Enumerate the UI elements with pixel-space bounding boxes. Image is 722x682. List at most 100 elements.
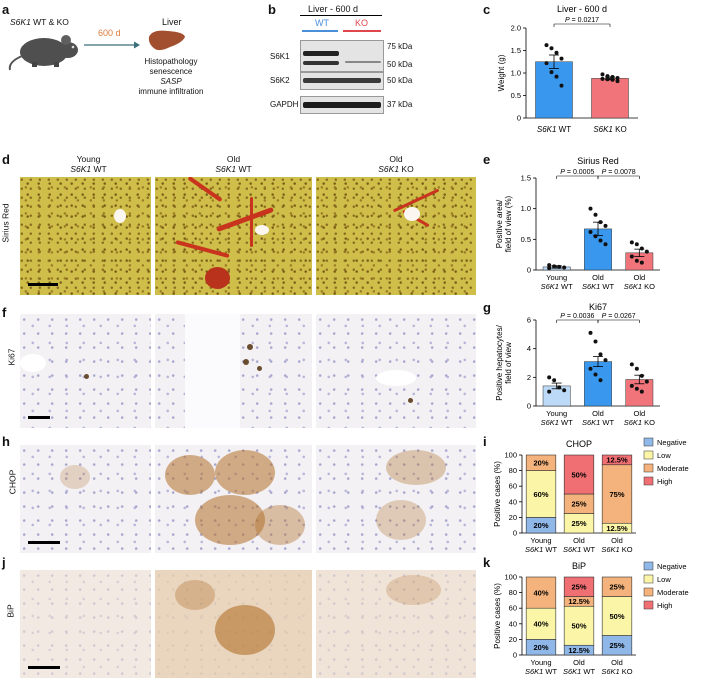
- row-label-chop: CHOP: [7, 469, 18, 495]
- bar: [591, 78, 629, 119]
- data-point: [605, 77, 610, 82]
- data-point: [615, 75, 620, 80]
- legend-label-high: High: [657, 601, 672, 610]
- x-tick-label-line2: S6K1 KO: [601, 667, 632, 676]
- y-tick-label: 80: [509, 588, 517, 597]
- blot-gapdh: [300, 96, 384, 114]
- segment-label: 50%: [609, 612, 624, 621]
- x-tick-label-line2: S6K1 WT: [541, 282, 574, 291]
- y-tick-label: 100: [504, 451, 517, 460]
- data-point: [554, 50, 559, 55]
- segment-label: 40%: [533, 588, 548, 597]
- chart-title: Liver - 600 d: [557, 4, 607, 14]
- micrograph-bip-old-ko: [316, 570, 476, 678]
- segment-label: 50%: [571, 622, 586, 631]
- panel-h-letter: h: [2, 434, 10, 449]
- x-tick-label-line2: S6K1 WT: [582, 418, 615, 427]
- data-point: [562, 265, 567, 270]
- y-tick-label: 1.5: [511, 46, 521, 55]
- y-tick-label: 1.0: [521, 204, 531, 213]
- data-point: [603, 223, 608, 228]
- x-tick-label-line2: S6K1 KO: [624, 282, 655, 291]
- data-point: [629, 254, 634, 259]
- legend-label-high: High: [657, 477, 672, 486]
- data-point: [549, 70, 554, 75]
- chart-title: BiP: [572, 561, 586, 571]
- arrow-icon: [84, 41, 140, 49]
- y-tick-label: 40: [509, 497, 517, 506]
- y-tick-label: 6: [527, 316, 531, 325]
- data-point: [600, 76, 605, 81]
- y-tick-label: 4: [527, 344, 531, 353]
- blot-s6k2: [300, 72, 384, 90]
- legend-label-moderate: Moderate: [657, 588, 689, 597]
- x-tick-label-line2: S6K1 WT: [541, 418, 574, 427]
- segment-label: 25%: [571, 519, 586, 528]
- data-point: [603, 358, 608, 363]
- panel-g-letter: g: [483, 300, 491, 315]
- data-point: [639, 260, 644, 265]
- micrograph-ki67-old-wt: [155, 314, 312, 428]
- segment-label: 50%: [571, 470, 586, 479]
- segment-label: 25%: [571, 500, 586, 509]
- data-point: [552, 378, 557, 383]
- micrograph-bip-old-wt: [155, 570, 312, 678]
- p-value: P = 0.0078: [602, 169, 636, 176]
- y-tick-label: 20: [509, 513, 517, 522]
- chart-c: Liver - 600 d 0 0.5 1.0 1.5 2.0 Weight (g) S6K1…: [497, 4, 638, 134]
- legend-label-negative: Negative: [657, 562, 687, 571]
- data-point: [600, 72, 605, 77]
- legend-swatch-high: [643, 476, 654, 486]
- segment-label: 12.5%: [568, 597, 590, 606]
- mouse-label: S6K1 WT & KO: [10, 17, 69, 27]
- stack-segment-moderate: [525, 576, 557, 609]
- panel-f-letter: f: [2, 305, 7, 320]
- data-point: [559, 83, 564, 88]
- stack-segment-low: [601, 596, 633, 636]
- data-point: [634, 386, 639, 391]
- marker-75: 75 kDa: [387, 42, 413, 51]
- data-point: [552, 264, 557, 269]
- col-header-young: Young S6K1 WT: [70, 154, 107, 174]
- micrograph-chop-old-ko: [316, 445, 476, 553]
- y-tick-label: 80: [509, 466, 517, 475]
- legend-swatch-low: [643, 450, 654, 460]
- data-point: [639, 373, 644, 378]
- blot-title: Liver - 600 d: [308, 4, 359, 14]
- y-axis-label: Positive area/: [495, 199, 504, 248]
- legend-swatch-low: [643, 574, 654, 584]
- col-header-old-wt: Old S6K1 WT: [215, 154, 252, 174]
- segment-label: 20%: [533, 459, 548, 468]
- panel-c-letter: c: [483, 2, 491, 17]
- panel-i-letter: i: [483, 434, 487, 449]
- x-tick-label-line1: Old: [592, 273, 604, 282]
- y-tick-label: 60: [509, 604, 517, 613]
- panel-d-letter: d: [2, 152, 10, 167]
- timepoint-label: 600 d: [98, 28, 121, 38]
- x-tick-label-line2: S6K1 KO: [624, 418, 655, 427]
- data-point: [544, 61, 549, 66]
- segment-label: 12.5%: [568, 646, 590, 655]
- y-axis-label: Positive cases (%): [493, 583, 502, 649]
- data-point: [634, 366, 639, 371]
- data-point: [547, 389, 552, 394]
- y-tick-label: 0.5: [521, 235, 531, 244]
- y-axis-label: Positive cases (%): [493, 461, 502, 527]
- data-point: [615, 79, 620, 84]
- panel-k-letter: k: [483, 555, 491, 570]
- micrograph-chop-young: [20, 445, 151, 553]
- chart-title: CHOP: [566, 439, 592, 449]
- x-tick-label-line2: S6K1 WT: [582, 282, 615, 291]
- y-axis-label: Positive hepatocytes/: [495, 324, 504, 400]
- col-header-old-ko: Old S6K1 KO: [378, 154, 414, 174]
- legend-swatch-moderate: [643, 463, 654, 473]
- blot-row-s6k1: S6K1: [270, 52, 290, 61]
- p-value: P = 0.0036: [560, 313, 594, 320]
- data-point: [644, 379, 649, 384]
- mouse-illustration: [8, 35, 78, 71]
- liver-icon: [148, 30, 185, 51]
- y-tick-label: 1.5: [521, 174, 531, 183]
- x-tick-label: S6K1 KO: [593, 125, 626, 134]
- y-tick-label: 100: [504, 573, 517, 582]
- data-point: [634, 258, 639, 263]
